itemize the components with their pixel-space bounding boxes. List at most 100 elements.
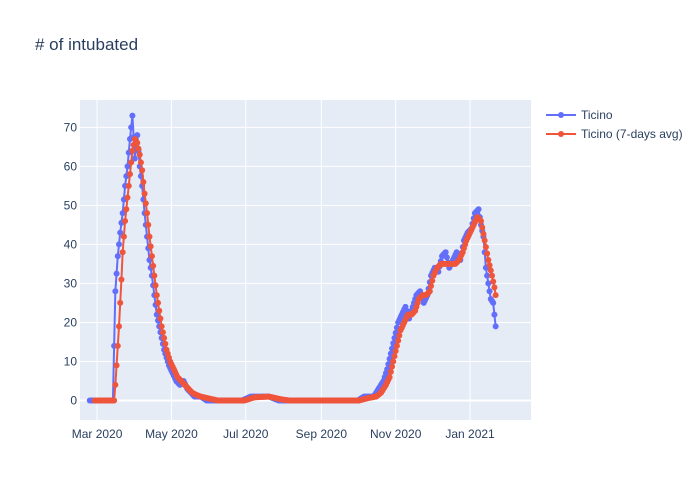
data-point [128, 124, 135, 131]
data-point [112, 381, 119, 388]
data-point [134, 139, 141, 146]
data-point [118, 276, 125, 283]
data-point [117, 229, 124, 236]
data-point [129, 112, 136, 119]
legend-label: Ticino (7-days avg) [581, 127, 683, 141]
data-point [485, 280, 492, 287]
data-point [135, 145, 142, 152]
data-point [131, 155, 138, 162]
y-tick-label: 0 [70, 393, 77, 407]
y-tick-label: 50 [64, 198, 78, 212]
data-point [391, 353, 398, 360]
legend-item[interactable]: Ticino (7-days avg) [546, 127, 683, 141]
data-point [488, 272, 495, 279]
y-tick-label: 30 [64, 276, 78, 290]
legend-marker [558, 112, 564, 118]
data-point [395, 337, 402, 344]
data-point [126, 171, 133, 178]
data-point [426, 288, 433, 295]
data-point [475, 206, 482, 213]
data-point [125, 182, 132, 189]
x-tick-label: May 2020 [145, 427, 198, 441]
y-axis: 0 10 20 30 40 50 60 70 [64, 120, 78, 407]
x-tick-label: Nov 2020 [370, 427, 422, 441]
data-point [122, 217, 129, 224]
data-point [148, 253, 155, 260]
y-tick-label: 20 [64, 315, 78, 329]
data-point [396, 332, 403, 339]
data-point [111, 397, 118, 404]
data-point [142, 200, 149, 207]
data-point [486, 262, 493, 269]
data-point [480, 230, 487, 237]
data-point [479, 224, 486, 231]
data-point [161, 335, 168, 342]
data-point [487, 267, 494, 274]
data-point [155, 299, 162, 306]
data-point [151, 272, 158, 279]
data-point [124, 163, 131, 170]
legend-label: Ticino [581, 108, 613, 122]
data-point [484, 250, 491, 257]
x-axis: Mar 2020 May 2020 Jul 2020 Sep 2020 Nov 2020… [72, 427, 495, 441]
x-tick-label: Jan 2021 [445, 427, 495, 441]
x-tick-label: Sep 2020 [296, 427, 348, 441]
legend-marker [558, 131, 564, 137]
grid [80, 100, 531, 420]
data-point [389, 363, 396, 370]
data-point [136, 151, 143, 158]
data-point [156, 307, 163, 314]
data-point [490, 299, 497, 306]
data-point [147, 243, 154, 250]
data-point [428, 283, 435, 290]
data-point [491, 311, 498, 318]
data-point [145, 221, 152, 228]
data-point [387, 368, 394, 375]
data-point [123, 206, 130, 213]
data-point [119, 249, 126, 256]
x-tick-label: Mar 2020 [72, 427, 123, 441]
data-point [390, 358, 397, 365]
data-point [114, 342, 121, 349]
data-point [120, 233, 127, 240]
data-point [485, 257, 492, 263]
data-point [491, 284, 498, 291]
data-point [490, 278, 497, 285]
data-point [129, 147, 136, 154]
data-point [116, 241, 123, 248]
x-tick-label: Jul 2020 [223, 427, 269, 441]
data-point [114, 253, 121, 260]
y-tick-label: 10 [64, 354, 78, 368]
data-point [162, 340, 169, 347]
data-point [481, 237, 488, 244]
series-layer [86, 112, 499, 404]
data-point [117, 299, 124, 306]
data-point [442, 249, 449, 256]
data-point [137, 159, 144, 166]
legend[interactable]: Ticino Ticino (7-days avg) [546, 108, 683, 141]
chart-title: # of intubated [35, 35, 138, 54]
data-point [443, 254, 450, 261]
data-point [112, 288, 119, 295]
y-tick-label: 40 [64, 237, 78, 251]
data-point [144, 210, 151, 217]
data-point [492, 323, 499, 330]
data-point [152, 282, 159, 289]
legend-item[interactable]: Ticino [546, 108, 613, 122]
data-point [150, 262, 157, 269]
data-point [482, 243, 489, 250]
data-point [140, 178, 147, 185]
data-point [429, 277, 436, 284]
data-point [486, 288, 493, 295]
data-point [386, 374, 393, 381]
data-point [492, 292, 499, 299]
data-point [157, 315, 164, 322]
data-point [484, 272, 491, 279]
series-ticino-7day-avg [91, 136, 499, 404]
y-tick-label: 70 [64, 120, 78, 134]
data-point [124, 194, 131, 201]
data-point [113, 270, 120, 277]
y-tick-label: 60 [64, 159, 78, 173]
data-point [146, 233, 153, 240]
